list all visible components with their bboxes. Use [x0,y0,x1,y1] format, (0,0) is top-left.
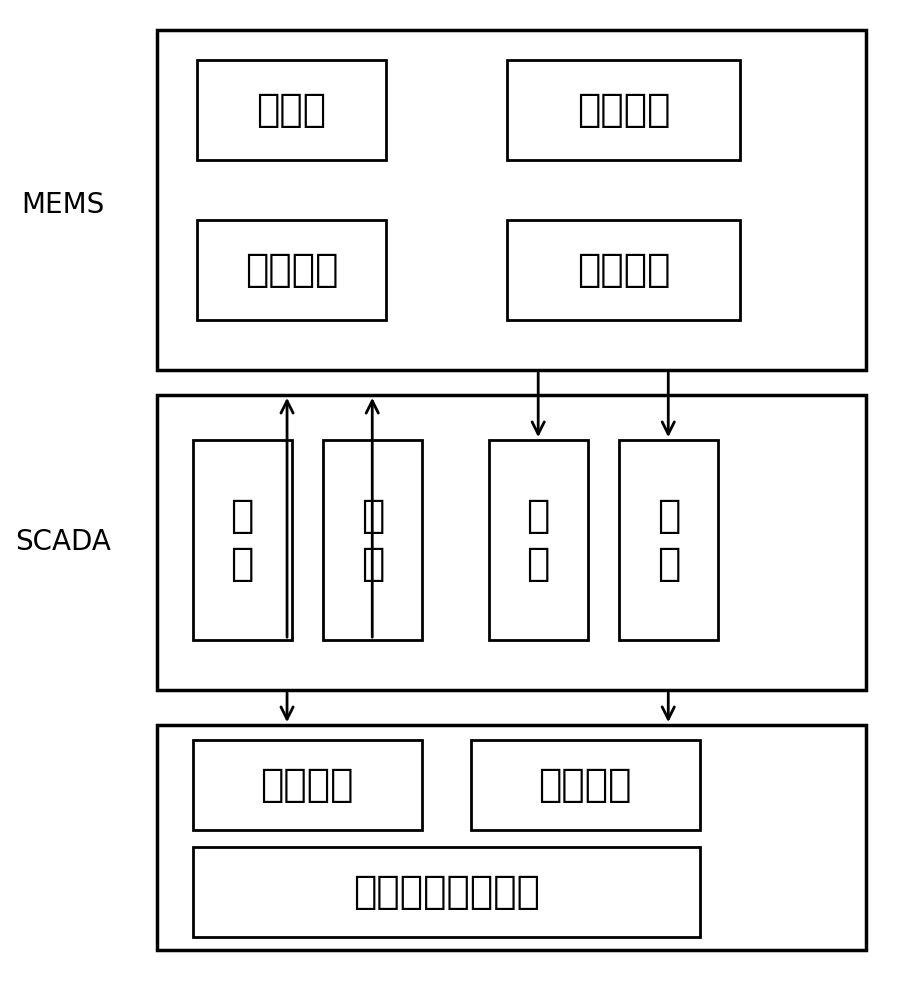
Bar [157,395,866,690]
Text: MEMS: MEMS [22,191,104,219]
Text: 测控装置: 测控装置 [260,766,354,804]
Bar [507,60,740,160]
Text: 优化调度: 优化调度 [577,91,670,129]
Text: 遥
调: 遥 调 [527,498,550,582]
Text: 分布式发电控制器: 分布式发电控制器 [353,873,540,911]
Bar [157,30,866,370]
Text: 保护装置: 保护装置 [538,766,632,804]
Bar [193,440,292,640]
Bar [323,440,422,640]
Text: 运行控制: 运行控制 [577,251,670,289]
Bar [197,60,386,160]
Bar [471,740,700,830]
Text: 模式切换: 模式切换 [245,251,338,289]
Text: SCADA: SCADA [15,528,110,556]
Text: 遥
控: 遥 控 [657,498,680,582]
Text: 黑启动: 黑启动 [257,91,327,129]
Bar [489,440,588,640]
Text: 遥
测: 遥 测 [231,498,254,582]
Bar [197,220,386,320]
Bar [193,740,422,830]
Bar [157,725,866,950]
Bar [193,847,700,937]
Bar [619,440,718,640]
Bar [507,220,740,320]
Text: 遥
信: 遥 信 [361,498,384,582]
